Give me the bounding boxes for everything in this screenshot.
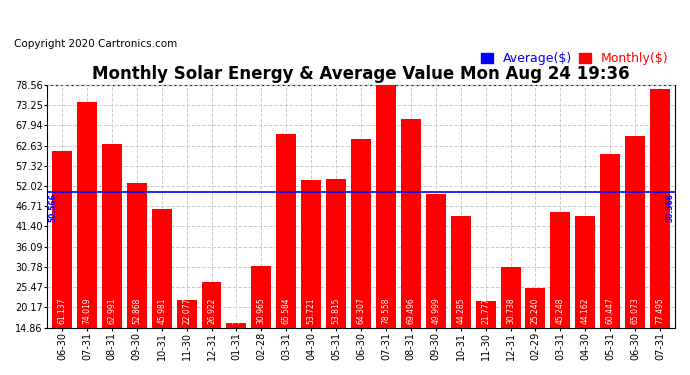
Text: 45.248: 45.248 (556, 297, 565, 324)
Text: 49.999: 49.999 (431, 297, 440, 324)
Bar (102, 144, 122, 375)
Bar (302, 180, 321, 375)
Bar (600, 154, 620, 375)
Bar (152, 209, 172, 375)
Text: 25.240: 25.240 (531, 297, 540, 324)
Text: 62.991: 62.991 (108, 297, 117, 324)
Text: 45.981: 45.981 (157, 297, 166, 324)
Bar (276, 134, 296, 375)
Bar (451, 216, 471, 375)
Text: 64.307: 64.307 (357, 297, 366, 324)
Bar (127, 183, 147, 375)
Bar (52, 152, 72, 375)
Bar (226, 323, 246, 375)
Text: 61.137: 61.137 (57, 297, 66, 324)
Bar (575, 216, 595, 375)
Bar (475, 301, 495, 375)
Bar (551, 212, 571, 375)
Legend: Average($), Monthly($): Average($), Monthly($) (481, 53, 669, 65)
Bar (251, 266, 271, 375)
Title: Monthly Solar Energy & Average Value Mon Aug 24 19:36: Monthly Solar Energy & Average Value Mon… (92, 65, 630, 83)
Bar (625, 136, 645, 375)
Text: 69.496: 69.496 (406, 297, 415, 324)
Text: 74.019: 74.019 (82, 297, 91, 324)
Text: 60.447: 60.447 (606, 297, 615, 324)
Text: 22.077: 22.077 (182, 297, 191, 324)
Text: 50.566: 50.566 (665, 194, 674, 222)
Bar (326, 179, 346, 375)
Text: 65.073: 65.073 (631, 297, 640, 324)
Bar (177, 300, 197, 375)
Text: 16.107: 16.107 (232, 297, 241, 324)
Bar (650, 89, 670, 375)
Text: 44.285: 44.285 (456, 297, 465, 324)
Text: 77.495: 77.495 (656, 297, 664, 324)
Bar (500, 267, 520, 375)
Bar (401, 120, 421, 375)
Text: Copyright 2020 Cartronics.com: Copyright 2020 Cartronics.com (14, 39, 177, 50)
Text: 30.965: 30.965 (257, 297, 266, 324)
Bar (201, 282, 221, 375)
Text: 53.721: 53.721 (306, 297, 316, 324)
Text: 21.777: 21.777 (481, 297, 490, 324)
Bar (351, 139, 371, 375)
Text: 30.738: 30.738 (506, 297, 515, 324)
Text: 50.566: 50.566 (48, 194, 57, 222)
Text: 78.558: 78.558 (382, 297, 391, 324)
Bar (376, 85, 396, 375)
Text: 53.815: 53.815 (332, 297, 341, 324)
Bar (526, 288, 545, 375)
Text: 26.922: 26.922 (207, 298, 216, 324)
Bar (426, 194, 446, 375)
Text: 52.868: 52.868 (132, 298, 141, 324)
Bar (77, 102, 97, 375)
Text: 44.162: 44.162 (581, 297, 590, 324)
Text: 65.584: 65.584 (282, 297, 290, 324)
